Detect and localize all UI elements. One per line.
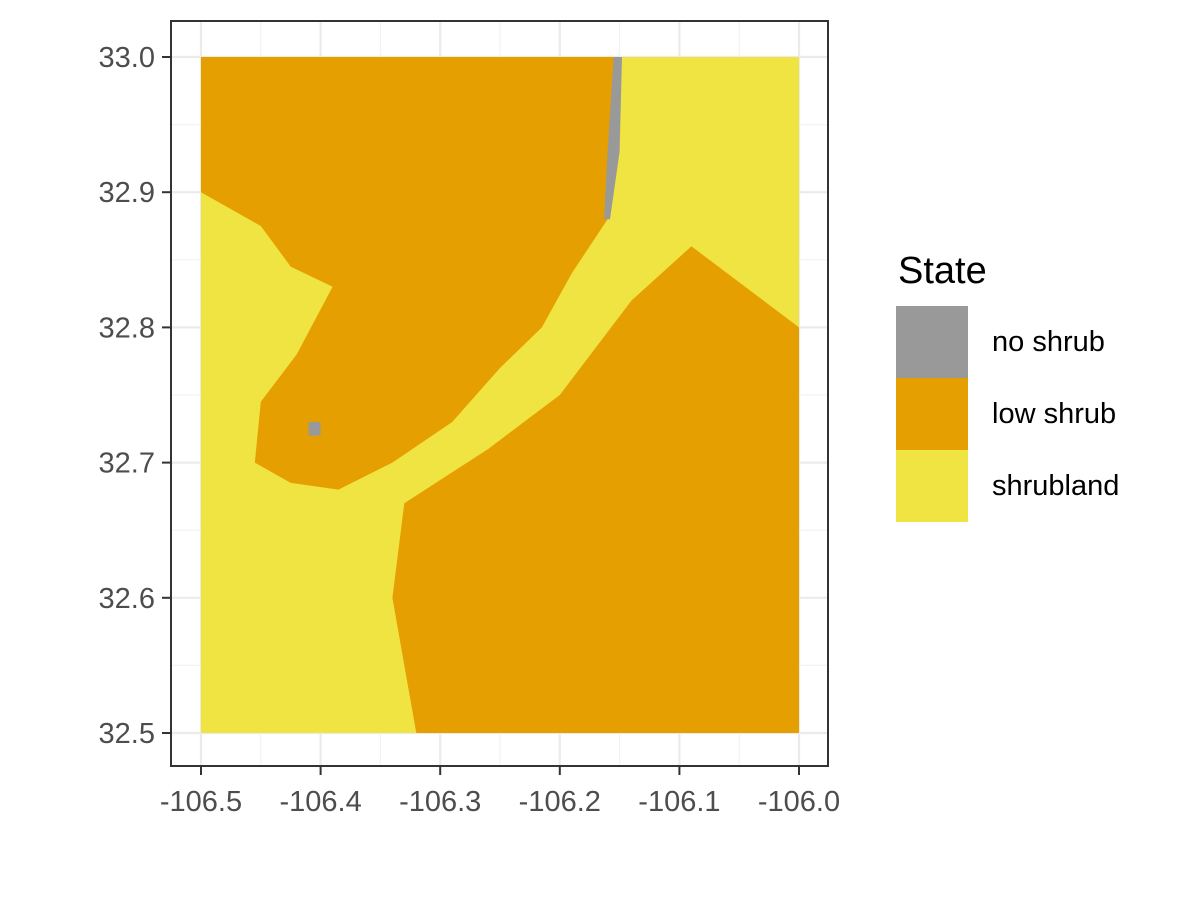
legend-key-no-shrub xyxy=(896,306,968,378)
legend-key-shrubland xyxy=(896,450,968,522)
y-tick-label: 32.5 xyxy=(99,718,155,750)
x-axis: -106.5 -106.4 -106.3 -106.2 -106.1 -106.0 xyxy=(160,766,840,818)
x-tick-label: -106.5 xyxy=(160,786,242,818)
x-tick-label: -106.0 xyxy=(758,786,840,818)
legend-key-low-shrub xyxy=(896,378,968,450)
x-tick-label: -106.1 xyxy=(638,786,720,818)
legend: State no shrub low shrub shrubland xyxy=(896,252,1119,522)
y-tick-label: 32.6 xyxy=(99,583,155,615)
y-tick-label: 32.7 xyxy=(99,448,155,480)
legend-item-low-shrub: low shrub xyxy=(896,378,1119,450)
x-tick-label: -106.3 xyxy=(399,786,481,818)
x-tick-label: -106.4 xyxy=(279,786,361,818)
legend-title: State xyxy=(898,250,987,292)
legend-label-low-shrub: low shrub xyxy=(992,397,1117,430)
region-low-shrub xyxy=(392,246,799,734)
x-tick-label: -106.2 xyxy=(519,786,601,818)
y-tick-label: 32.9 xyxy=(99,177,155,209)
legend-item-no-shrub: no shrub xyxy=(896,306,1119,378)
legend-label-shrubland: shrubland xyxy=(992,469,1120,502)
y-axis: 32.5 32.6 32.7 32.8 32.9 33.0 xyxy=(99,42,171,750)
panel-border xyxy=(170,20,829,767)
raster-layer xyxy=(201,57,799,734)
legend-item-shrubland: shrubland xyxy=(896,450,1119,522)
legend-label-no-shrub: no shrub xyxy=(992,325,1105,358)
region-no-shrub xyxy=(604,57,622,220)
region-no-shrub xyxy=(308,422,321,436)
y-tick-label: 33.0 xyxy=(99,42,155,74)
y-tick-label: 32.8 xyxy=(99,312,155,344)
region-low-shrub xyxy=(201,57,614,490)
